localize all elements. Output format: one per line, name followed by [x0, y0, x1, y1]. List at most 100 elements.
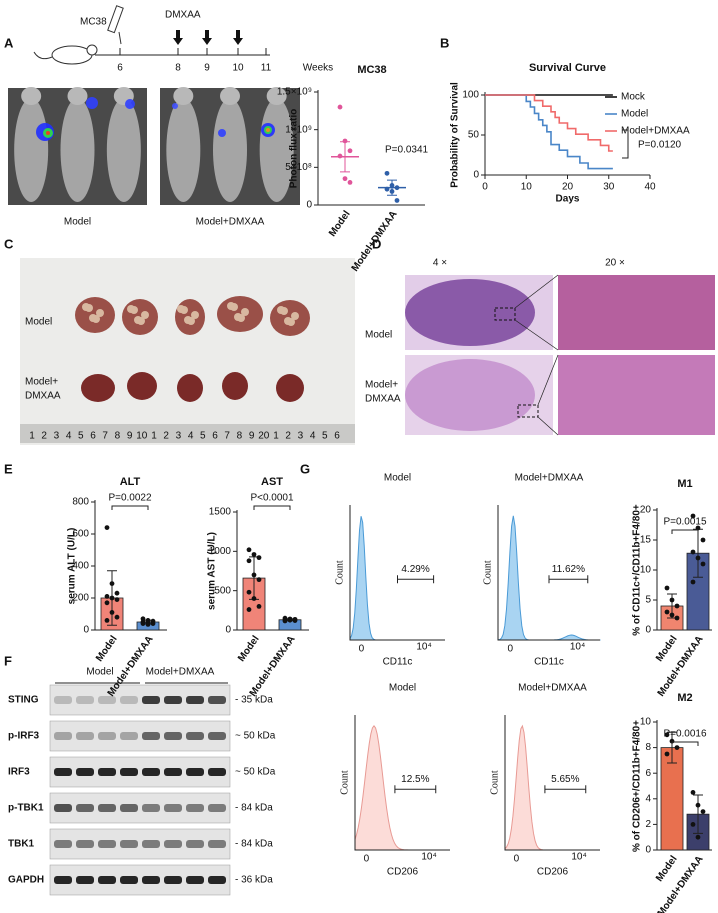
imaging-label: Model [64, 217, 91, 228]
band [186, 696, 204, 704]
error-bar [667, 731, 677, 764]
flow-title: Model+DMXAA [518, 683, 587, 694]
mouse-photo [106, 98, 141, 202]
ruler-number: 7 [102, 431, 108, 442]
ruler-number: 4 [66, 431, 72, 442]
treatment-arrow [202, 30, 212, 45]
y-axis-label: serum AST (U/L) [207, 532, 218, 610]
chart-title: ALT [120, 476, 141, 488]
panel-label: G [300, 461, 310, 476]
data-point [674, 603, 680, 609]
row-label: Model+ [365, 380, 398, 391]
size-label: - 84 kDa [235, 803, 273, 814]
tumor-nodule [187, 317, 195, 325]
y-tick-label: 4 [645, 793, 651, 804]
band [54, 696, 72, 704]
data-point [104, 594, 110, 599]
y-tick-label: 1×10⁹ [285, 124, 312, 135]
flow-axes [349, 505, 445, 641]
mouse-icon [33, 44, 98, 65]
data-point [695, 555, 701, 561]
group-label: Model [86, 667, 113, 678]
band [98, 840, 116, 848]
magnification-label: 4 × [433, 258, 447, 269]
band [120, 840, 138, 848]
band [164, 768, 182, 776]
chart-title: Survival Curve [529, 62, 606, 74]
syringe-needle [118, 31, 122, 45]
annotation: P=0.0015 [663, 517, 707, 528]
tumor-nodule [280, 307, 288, 315]
data-point [251, 552, 257, 557]
zoom-box [494, 307, 516, 321]
protein-label: IRF3 [8, 767, 30, 778]
error-bar [693, 794, 703, 834]
week-label: 9 [204, 63, 210, 74]
annotation: P<0.0001 [250, 493, 294, 504]
panel-label: F [4, 653, 12, 668]
significance-bracket [671, 741, 699, 746]
data-point [690, 822, 696, 827]
signal-spot [218, 129, 226, 137]
y-tick-label: 5 [645, 595, 651, 606]
data-point [251, 596, 257, 601]
signal-spot [266, 128, 270, 132]
y-tick-label: 100 [462, 90, 479, 101]
significance-bracket [622, 129, 629, 159]
row-label: DMXAA [365, 394, 401, 405]
flow-tick-label: 10⁴ [570, 642, 585, 653]
band [164, 804, 182, 812]
week-label: 8 [175, 63, 181, 74]
y-axis-label: Probability of Survival [450, 82, 461, 188]
ruler-number: 2 [163, 431, 169, 442]
chart-title: M1 [677, 478, 692, 490]
y-tick-label: 1500 [209, 507, 232, 518]
chart-title: AST [261, 476, 283, 488]
x-tick-label: 40 [644, 182, 656, 193]
y-tick-label: 15 [640, 535, 652, 546]
band [208, 768, 226, 776]
x-tick-label: 30 [603, 182, 615, 193]
liver [81, 374, 115, 402]
significance-bracket [111, 505, 149, 510]
week-unit: Weeks [303, 63, 333, 74]
mouse-photo-head [173, 87, 194, 105]
gate-label: 12.5% [401, 774, 429, 785]
data-point [114, 597, 120, 602]
data-point [690, 579, 696, 585]
panel-label: B [440, 35, 449, 50]
data-point [690, 549, 696, 555]
week-label: 11 [261, 63, 272, 74]
band [208, 696, 226, 704]
ruler-number: 2 [41, 431, 47, 442]
y-tick-label: 10 [640, 717, 652, 728]
tumor-nodule [291, 312, 299, 320]
band [164, 840, 182, 848]
band [54, 804, 72, 812]
gate-label: 11.62% [552, 564, 585, 575]
data-point [114, 590, 120, 596]
data-point [145, 622, 151, 627]
mouse-tail [33, 51, 53, 60]
data-point [140, 621, 146, 626]
legend-label: Model [621, 109, 648, 120]
band [164, 732, 182, 740]
band [120, 696, 138, 704]
data-point [669, 597, 675, 603]
mouse-photo [14, 98, 49, 202]
tumor-nodule [230, 303, 238, 311]
zoom-box [517, 404, 539, 418]
data-point [292, 618, 298, 623]
band [76, 768, 94, 776]
data-point [664, 585, 670, 591]
size-label: - 36 kDa [235, 875, 273, 886]
flow-x-label: CD206 [387, 867, 419, 878]
y-tick-label: 0 [645, 625, 651, 636]
annotation: P=0.0022 [108, 493, 152, 504]
data-point [246, 558, 252, 564]
flow-tick-label: 10⁴ [421, 852, 436, 863]
liver-photo [20, 258, 355, 445]
syringe-barrel [107, 5, 124, 34]
data-point [114, 614, 120, 620]
